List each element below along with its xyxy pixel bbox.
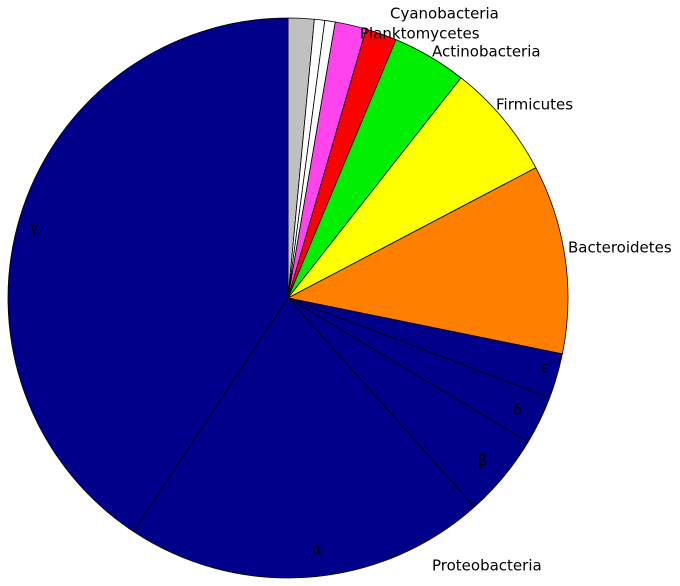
- slice-label: α: [312, 541, 322, 559]
- pie-slice: [7, 17, 289, 533]
- slice-label: Actinobacteria: [432, 43, 541, 61]
- pie-slice: [286, 167, 569, 355]
- pie-slice: [132, 297, 476, 579]
- slice-label: δ: [513, 401, 522, 419]
- slice-label: Cyanobacteria: [390, 5, 499, 23]
- slice-label: Planktomycetes: [360, 25, 480, 43]
- group-label: Proteobacteria: [432, 557, 542, 575]
- slice-label: β: [478, 452, 488, 470]
- pie-slice: [287, 77, 537, 299]
- slice-label: ε: [541, 359, 549, 377]
- slice-label: Bacteroidetes: [568, 239, 672, 257]
- slice-label: Firmicutes: [496, 96, 573, 114]
- slice-label: γ: [30, 219, 39, 237]
